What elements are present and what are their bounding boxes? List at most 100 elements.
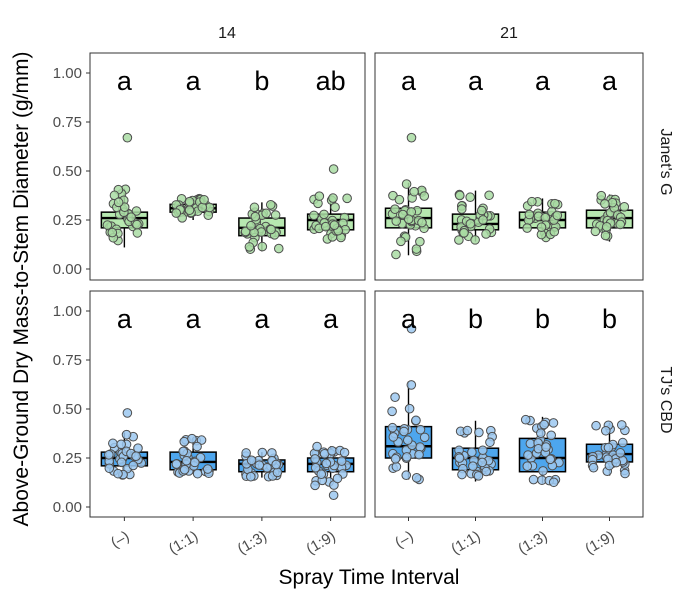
data-point: [254, 460, 265, 470]
data-point: [524, 209, 535, 220]
data-point: [465, 218, 476, 229]
y-tick-label: 0.25: [53, 450, 82, 467]
data-point: [548, 418, 559, 428]
data-point: [603, 442, 614, 453]
panel-frame: [89, 52, 366, 281]
data-point: [617, 437, 628, 448]
data-point: [309, 210, 319, 221]
data-point: [456, 204, 467, 214]
data-point: [465, 192, 475, 203]
data-point: [401, 179, 412, 189]
data-point: [128, 460, 139, 471]
x-category-label: (1:9): [582, 528, 617, 558]
data-point: [601, 222, 612, 232]
y-tick-label: 0.00: [53, 261, 82, 278]
data-point: [527, 196, 537, 207]
data-point: [525, 438, 536, 449]
data-point: [329, 220, 340, 230]
data-point: [541, 442, 551, 452]
data-point: [528, 474, 539, 485]
data-point: [257, 241, 268, 252]
data-point: [249, 202, 260, 213]
data-point: [615, 448, 626, 458]
data-point: [181, 455, 192, 466]
x-category-label: (–): [392, 528, 416, 552]
data-point: [113, 197, 124, 208]
data-point: [396, 236, 406, 247]
x-category-label: (1:3): [515, 528, 550, 558]
data-point: [321, 458, 332, 469]
y-axis-title: Above-Ground Dry Mass-to-Stem Diameter (…: [10, 52, 33, 527]
significance-letter: a: [186, 66, 202, 96]
data-point: [596, 190, 607, 201]
data-point: [184, 205, 195, 215]
column-strip-label: 21: [500, 25, 518, 42]
data-point: [387, 422, 398, 433]
data-point: [390, 204, 400, 214]
data-point: [481, 229, 491, 239]
data-point: [330, 202, 340, 213]
data-point: [246, 471, 256, 482]
data-point: [391, 249, 401, 260]
significance-letter: a: [117, 304, 133, 334]
data-point: [113, 468, 123, 479]
significance-letter: b: [468, 304, 483, 334]
data-point: [272, 467, 283, 478]
data-point: [189, 457, 200, 468]
data-point: [399, 426, 409, 437]
significance-letter: a: [186, 304, 202, 334]
data-point: [470, 235, 480, 245]
data-point: [454, 453, 465, 463]
data-point: [241, 448, 251, 458]
data-point: [591, 420, 601, 431]
data-point: [391, 216, 402, 226]
column-strip-label: 14: [218, 25, 236, 42]
data-point: [131, 451, 141, 462]
data-point: [401, 470, 412, 481]
y-tick-label: 0.50: [53, 401, 82, 418]
data-point: [477, 457, 487, 468]
y-tick-label: 0.75: [53, 114, 82, 131]
data-point: [615, 219, 626, 230]
significance-letter: a: [535, 66, 551, 96]
data-point: [454, 235, 464, 245]
data-point: [102, 220, 113, 230]
data-point: [600, 199, 610, 209]
data-point: [588, 462, 599, 473]
data-point: [196, 435, 207, 445]
data-point: [339, 447, 350, 458]
data-point: [467, 447, 477, 457]
data-point: [250, 211, 261, 222]
data-point: [415, 424, 426, 435]
x-category-label: (–): [108, 528, 132, 552]
data-point: [310, 480, 320, 491]
data-point: [409, 186, 419, 197]
data-point: [419, 191, 430, 201]
outlier-point: [122, 132, 133, 143]
y-tick-label: 1.00: [53, 65, 82, 82]
data-point: [548, 477, 559, 488]
data-point: [312, 441, 322, 452]
data-point: [202, 464, 213, 474]
data-point: [477, 445, 488, 456]
data-point: [468, 461, 478, 471]
data-point: [178, 446, 189, 457]
data-point: [550, 198, 560, 209]
data-point: [336, 456, 347, 466]
data-point: [485, 437, 495, 448]
data-point: [246, 455, 257, 466]
y-tick-label: 0.00: [53, 499, 82, 516]
data-point: [404, 403, 415, 414]
data-point: [474, 427, 484, 438]
data-point: [619, 202, 630, 212]
data-point: [522, 223, 532, 233]
data-point: [104, 463, 115, 474]
data-point: [411, 415, 421, 426]
data-point: [187, 433, 197, 444]
data-point: [261, 208, 271, 219]
data-point: [390, 392, 400, 402]
y-tick-label: 0.75: [53, 352, 82, 369]
data-point: [600, 425, 611, 436]
data-point: [171, 459, 182, 469]
significance-letter: a: [401, 304, 417, 334]
